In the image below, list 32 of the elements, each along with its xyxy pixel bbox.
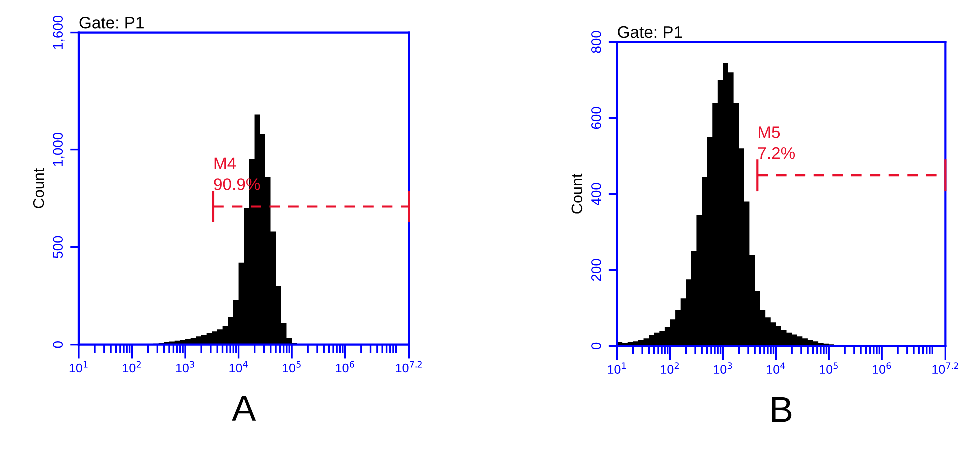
y-tick-label: 400 — [592, 183, 602, 206]
x-tick-label: 10$^{5}$ — [283, 361, 301, 373]
chart-title: Gate: P1 — [618, 26, 682, 38]
x-tick-label: 10$^{7.2}$ — [396, 361, 422, 373]
y-tick-label: 500 — [53, 236, 64, 258]
y-tick-label: 1,600 — [53, 16, 65, 50]
chart-title: Gate: P1 — [80, 16, 144, 29]
annotation: M4 — [214, 158, 236, 170]
y-tick-label: 1,000 — [53, 132, 65, 166]
y-tick-label: 0 — [592, 342, 602, 350]
annotation: 7.2% — [758, 147, 796, 160]
x-tick-label: 10$^{6}$ — [873, 362, 892, 374]
y-axis-title: Count — [33, 168, 44, 208]
x-axis-title: A — [232, 396, 256, 421]
y-tick-label: 600 — [592, 107, 602, 130]
x-tick-label: 10$^{1}$ — [608, 362, 626, 374]
x-tick-label: 10$^{2}$ — [123, 361, 141, 373]
y-tick-label: 800 — [592, 31, 602, 54]
x-tick-label: 10$^{1}$ — [70, 361, 88, 373]
x-axis-title: B — [772, 397, 792, 422]
y-tick-label: 0 — [53, 342, 64, 348]
annotation: M5 — [759, 126, 780, 138]
x-tick-label: 10$^{4}$ — [230, 361, 248, 373]
y-axis-title: Count — [572, 174, 583, 214]
x-tick-label: 10$^{7.2}$ — [932, 362, 958, 374]
y-tick-label: 200 — [592, 259, 602, 282]
x-tick-label: 10$^{3}$ — [176, 361, 194, 373]
x-tick-label: 10$^{2}$ — [661, 362, 679, 374]
x-tick-label: 10$^{6}$ — [336, 361, 354, 373]
x-tick-label: 10$^{4}$ — [767, 362, 786, 374]
x-tick-label: 10$^{3}$ — [714, 362, 732, 374]
x-tick-label: 10$^{5}$ — [820, 362, 838, 374]
